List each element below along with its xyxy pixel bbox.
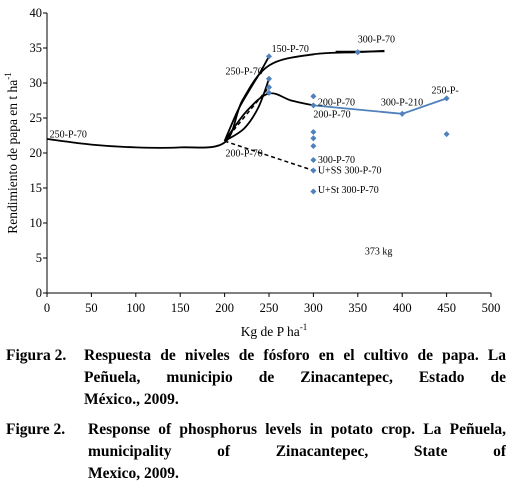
- data-point: [310, 135, 317, 142]
- point-annotation: 250-P-: [432, 86, 459, 97]
- y-tick-label: 40: [30, 6, 43, 20]
- data-point: [310, 188, 317, 195]
- caption-english-last-line: Mexico, 2009.: [88, 465, 179, 482]
- point-annotation: 300-P-70: [358, 34, 395, 45]
- caption-english-label: Figure 2.: [6, 421, 66, 438]
- y-axis-label-text: Rendimiento de papa en t ha: [5, 80, 20, 234]
- point-annotation: 373 kg: [365, 247, 393, 258]
- data-point: [265, 75, 273, 82]
- caption-spanish-last-line: México., 2009.: [84, 391, 179, 408]
- x-tick-label: 200: [215, 301, 234, 315]
- x-tick-label: 500: [482, 301, 501, 315]
- data-points: [265, 49, 450, 195]
- x-axis-label-text: Kg de P ha: [241, 324, 300, 339]
- point-annotation: 200-P-70: [313, 109, 350, 120]
- point-annotation: U+St 300-P-70: [318, 185, 379, 196]
- data-point: [354, 49, 361, 56]
- data-point: [443, 95, 450, 102]
- y-axis-ticks: 0 5 10 15 20 25 30 35 40: [30, 6, 47, 300]
- response-curves: [46, 49, 385, 149]
- x-tick-label: 0: [44, 301, 50, 315]
- y-tick-label: 0: [36, 286, 42, 300]
- data-point: [310, 102, 317, 109]
- response-curve: [46, 49, 385, 149]
- data-point: [310, 128, 317, 136]
- point-annotations: 250-P-70 150-P-70 300-P-70 250-P-70 250-P- 20…: [50, 34, 459, 257]
- y-tick-label: 5: [36, 251, 42, 265]
- y-axis-label: Rendimiento de papa en t ha-1: [3, 72, 20, 234]
- y-tick-label: 35: [30, 41, 43, 55]
- phosphorus-yield-chart: 0 50 100 150 200 250 300 350 400 450 500 0 5 10 15 20 2…: [3, 6, 501, 339]
- point-annotation: 300-P-210: [381, 97, 423, 108]
- x-tick-label: 50: [85, 301, 98, 315]
- y-tick-label: 30: [30, 76, 43, 90]
- point-annotation: 300-P-70: [318, 155, 355, 166]
- x-tick-label: 450: [437, 301, 456, 315]
- data-point: [265, 53, 273, 60]
- response-curve: [223, 55, 270, 142]
- data-point: [310, 167, 317, 174]
- point-annotation: 150-P-70: [272, 44, 309, 55]
- caption-english-text: Response of phosphorus levels in potato …: [88, 421, 506, 460]
- point-annotation: U+SS 300-P-70: [318, 165, 382, 176]
- data-point: [265, 89, 273, 96]
- x-axis-ticks: 0 50 100 150 200 250 300 350 400 450 500: [44, 293, 501, 315]
- data-point: [310, 142, 317, 150]
- x-axis-label-exponent: -1: [300, 322, 308, 332]
- data-point: [399, 110, 406, 117]
- data-point: [310, 156, 317, 164]
- dashed-lines: [224, 86, 314, 172]
- x-tick-label: 300: [304, 301, 323, 315]
- x-tick-label: 150: [171, 301, 190, 315]
- caption-english: Figure 2. Response of phosphorus levels …: [6, 419, 506, 485]
- x-tick-label: 100: [126, 301, 145, 315]
- y-tick-label: 10: [30, 216, 43, 230]
- point-annotation: 200-P-70: [225, 149, 262, 160]
- caption-spanish-text: Respuesta de niveles de fósforo en el cu…: [84, 347, 506, 386]
- x-tick-label: 250: [260, 301, 279, 315]
- point-annotation: 200-P-70: [318, 97, 355, 108]
- point-annotation: 250-P-70: [225, 67, 262, 78]
- dashed-line: [224, 86, 270, 142]
- y-axis-label-exponent: -1: [3, 72, 13, 80]
- data-point: [443, 131, 450, 138]
- data-point: [310, 93, 317, 100]
- y-tick-label: 25: [30, 111, 43, 125]
- x-tick-label: 350: [348, 301, 367, 315]
- point-annotation: 250-P-70: [50, 130, 87, 141]
- y-tick-label: 15: [30, 181, 43, 195]
- caption-spanish: Figura 2. Respuesta de niveles de fósfor…: [6, 345, 506, 411]
- x-axis-label: Kg de P ha-1: [241, 322, 308, 339]
- dashed-line: [224, 140, 314, 172]
- caption-spanish-label: Figura 2.: [6, 347, 67, 364]
- x-tick-label: 400: [393, 301, 412, 315]
- y-tick-label: 20: [30, 146, 43, 160]
